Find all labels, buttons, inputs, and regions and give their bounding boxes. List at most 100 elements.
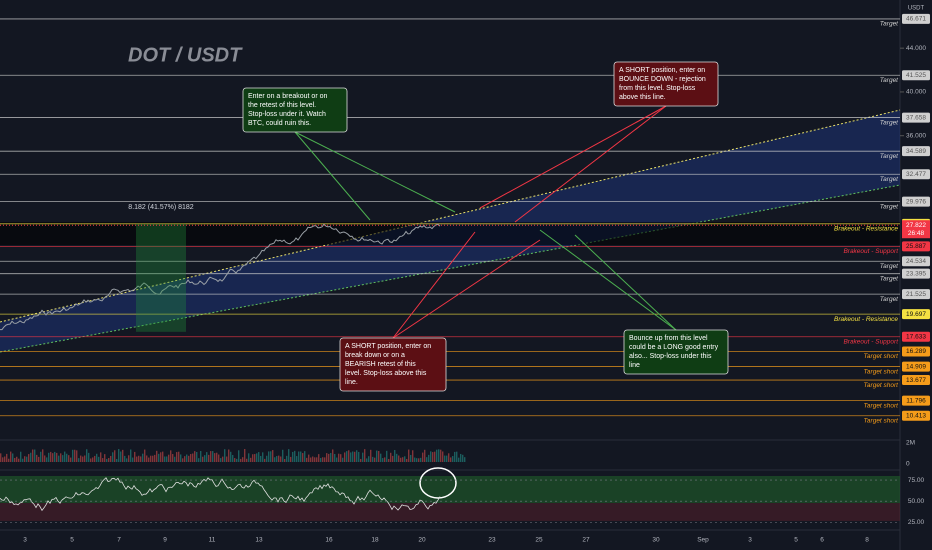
volume-bar (178, 451, 180, 462)
date-label: 3 (748, 537, 752, 544)
volume-bar (460, 453, 462, 462)
note-text: also... Stop-loss under this (629, 353, 712, 360)
date-label: 30 (652, 537, 660, 544)
price-badge (902, 268, 930, 279)
date-label: 27 (582, 537, 590, 544)
volume-bar (92, 457, 94, 462)
volume-bar (16, 456, 18, 462)
volume-bar (372, 456, 374, 462)
volume-bar (414, 457, 416, 462)
date-label: 7 (117, 537, 121, 544)
volume-bar (332, 449, 334, 462)
volume-bar (246, 458, 248, 462)
price-badge-label: 25.887 (906, 243, 926, 250)
volume-bar (202, 456, 204, 462)
price-tick-label: 44.000 (906, 45, 926, 52)
volume-bar (44, 455, 46, 462)
volume-bar (54, 451, 56, 462)
volume-bar (402, 457, 404, 462)
volume-bar (34, 449, 36, 462)
volume-bar (46, 457, 48, 462)
volume-bar (152, 455, 154, 462)
volume-bar (182, 458, 184, 462)
price-badge (902, 146, 930, 157)
date-label: 9 (163, 537, 167, 544)
price-badge (902, 289, 930, 300)
volume-bar (72, 449, 74, 462)
volume-bar (368, 456, 370, 462)
volume-bar (188, 455, 190, 462)
volume-bar (10, 451, 12, 462)
price-badge-label: 16.289 (906, 348, 926, 355)
volume-bar (364, 449, 366, 462)
volume-bar (158, 453, 160, 462)
volume-bar (422, 452, 424, 462)
volume-bar (276, 456, 278, 462)
price-badge-label: 37.658 (906, 114, 926, 121)
volume-bar (210, 451, 212, 462)
volume-bar (190, 454, 192, 462)
volume-bar (98, 456, 100, 462)
volume-bar (192, 453, 194, 462)
volume-bar (314, 457, 316, 462)
date-label: 11 (209, 537, 216, 544)
price-tick-label: 40.000 (906, 89, 926, 96)
price-tick-label: 36.000 (906, 132, 926, 139)
volume-bar (76, 450, 78, 462)
volume-bar (102, 458, 104, 462)
note-text: BEARISH retest of this (345, 361, 416, 368)
volume-bar (430, 451, 432, 462)
volume-bar (442, 451, 444, 462)
volume-bar (328, 453, 330, 462)
volume-bar (60, 453, 62, 462)
volume-bar (224, 449, 226, 462)
note-text: from this level. Stop-loss (619, 85, 696, 92)
volume-bar (8, 458, 10, 462)
volume-bar (206, 452, 208, 462)
volume-bar (84, 455, 86, 462)
volume-bar (412, 450, 414, 462)
volume-bar (280, 456, 282, 462)
volume-bar (148, 457, 150, 462)
volume-bar (392, 455, 394, 462)
volume-bar (302, 453, 304, 462)
volume-bar (128, 455, 130, 462)
volume-bar (200, 451, 202, 462)
volume-bar (464, 457, 466, 462)
volume-bar (0, 453, 2, 462)
volume-bar (454, 451, 456, 462)
volume-bar (440, 449, 442, 462)
volume-bar (94, 455, 96, 462)
volume-bar (296, 456, 298, 462)
volume-bar (124, 455, 126, 462)
note-pointer (539, 229, 677, 331)
volume-bar (438, 449, 440, 462)
price-badge (902, 375, 930, 386)
volume-bar (236, 458, 238, 462)
note-text: Stop-loss under it. Watch (248, 111, 326, 118)
volume-bar (52, 453, 54, 462)
volume-bar (252, 454, 254, 462)
note-text: the retest of this level. (248, 102, 316, 109)
price-badge (902, 196, 930, 207)
volume-bar (362, 452, 364, 462)
date-label: Sep (697, 537, 709, 544)
volume-bar (212, 451, 214, 462)
volume-bar (184, 456, 186, 462)
level-tag: Target short (864, 417, 900, 424)
volume-bar (2, 457, 4, 462)
volume-bar (138, 455, 140, 462)
price-path (0, 223, 441, 331)
volume-bar (120, 451, 122, 462)
volume-bar (354, 451, 356, 462)
price-badge-label: 23.395 (906, 270, 926, 277)
rsi-tick-label: 25.00 (908, 519, 925, 526)
volume-bar (380, 453, 382, 462)
volume-bar (82, 456, 84, 462)
volume-bar (198, 458, 200, 462)
volume-bar (110, 455, 112, 462)
volume-bar (284, 458, 286, 462)
volume-bar (268, 451, 270, 462)
date-label: 13 (255, 537, 263, 544)
volume-bar (262, 452, 264, 462)
